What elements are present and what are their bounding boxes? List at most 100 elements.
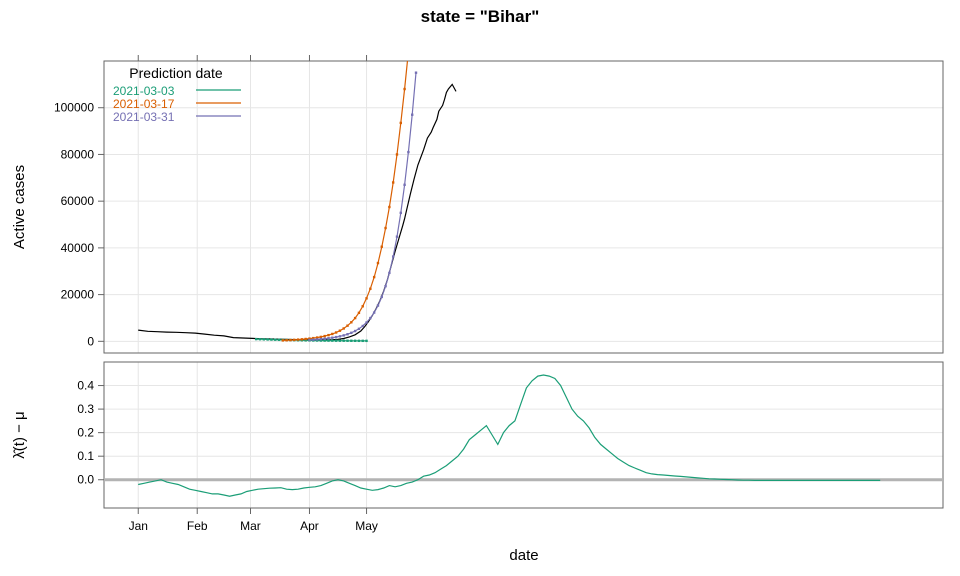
- y-tick-label-top-5: 100000: [54, 101, 94, 115]
- y-tick-label-bottom-3: 0.3: [77, 402, 94, 416]
- strip-title: state = "Bihar": [421, 7, 540, 26]
- series-point-2021-03-31-0: [308, 338, 311, 342]
- series-point-2021-03-03-23: [342, 339, 345, 342]
- y-tick-label-top-4: 80000: [61, 147, 95, 161]
- series-point-2021-03-03-2: [262, 338, 266, 341]
- y-tick-label-top-3: 60000: [61, 194, 95, 208]
- series-point-2021-03-31-24: [399, 211, 402, 215]
- series-point-2021-03-17-2: [289, 338, 292, 342]
- series-point-2021-03-03-22: [338, 339, 342, 342]
- series-point-2021-03-31-2: [315, 338, 319, 341]
- series-point-2021-03-17-10: [319, 335, 323, 339]
- series-point-2021-03-31-20: [384, 284, 387, 288]
- x-axis-title: date: [509, 547, 538, 564]
- series-point-2021-03-03-27: [357, 339, 361, 343]
- series-point-2021-03-31-27: [411, 113, 414, 116]
- series-point-2021-03-31-21: [388, 271, 391, 275]
- legend-label-2021-03-03: 2021-03-03: [113, 84, 175, 98]
- series-point-2021-03-17-6: [304, 337, 307, 341]
- series-point-2021-03-31-13: [357, 327, 361, 331]
- series-point-2021-03-17-8: [312, 336, 315, 340]
- y-tick-label-bottom-2: 0.2: [77, 426, 94, 440]
- series-point-2021-03-17-23: [369, 287, 372, 290]
- series-point-2021-03-31-7: [334, 335, 338, 339]
- series-point-2021-03-31-16: [369, 316, 372, 320]
- y-tick-label-bottom-0: 0.0: [77, 473, 94, 487]
- x-tick-label-2: Mar: [240, 519, 261, 533]
- series-point-2021-03-03-26: [353, 339, 357, 343]
- series-point-2021-03-17-22: [365, 297, 368, 300]
- series-point-2021-03-17-34: [411, 13, 413, 15]
- series-point-2021-03-03-1: [258, 338, 262, 341]
- series-point-2021-03-17-27: [384, 226, 387, 230]
- series-point-2021-03-31-26: [407, 150, 410, 154]
- series-point-2021-03-17-7: [308, 337, 311, 340]
- series-point-2021-03-17-24: [372, 275, 376, 279]
- series-point-2021-03-03-4: [270, 338, 273, 341]
- series-point-2021-03-17-21: [361, 305, 364, 308]
- series-point-2021-03-31-11: [350, 331, 353, 335]
- series-point-2021-03-03-19: [327, 339, 330, 342]
- series-point-2021-03-31-14: [361, 324, 364, 328]
- series-point-2021-03-17-18: [350, 321, 353, 324]
- series-point-2021-03-17-13: [331, 332, 334, 336]
- panel-frame-top: [103, 60, 944, 354]
- panel-top-cases: 0 20000 40000 60000 80000 100000 Active cases P…: [11, 13, 944, 354]
- series-point-2021-03-17-28: [388, 205, 391, 209]
- series-point-2021-03-03-17: [319, 339, 323, 342]
- series-point-2021-03-03-13: [304, 339, 307, 342]
- series-point-2021-03-17-26: [380, 245, 383, 248]
- series-point-2021-03-17-31: [399, 121, 402, 125]
- series-point-2021-03-17-17: [346, 324, 349, 327]
- legend-label-2021-03-31: 2021-03-31: [113, 110, 175, 124]
- series-point-2021-03-17-15: [338, 329, 342, 332]
- legend-label-2021-03-17: 2021-03-17: [113, 97, 175, 111]
- series-point-2021-03-31-22: [391, 255, 395, 258]
- series-point-2021-03-17-1: [285, 339, 288, 342]
- series-point-2021-03-17-12: [327, 333, 330, 337]
- series-point-2021-03-17-14: [334, 331, 338, 334]
- series-point-2021-03-31-8: [338, 335, 342, 338]
- y-tick-label-top-1: 20000: [61, 288, 95, 302]
- y-tick-label-top-0: 0: [87, 334, 94, 348]
- series-point-2021-03-03-18: [323, 339, 326, 342]
- y-axis-title-top: Active cases: [11, 165, 28, 249]
- series-line-2021-03-17: [282, 61, 409, 341]
- series-point-2021-03-17-20: [357, 311, 361, 315]
- series-point-2021-03-31-19: [380, 295, 383, 299]
- series-point-2021-03-17-5: [300, 338, 304, 341]
- series-point-2021-03-31-15: [365, 321, 368, 324]
- y-tick-label-bottom-1: 0.1: [77, 449, 94, 463]
- series-point-2021-03-31-25: [403, 183, 406, 187]
- series-point-2021-03-17-29: [391, 181, 395, 184]
- series-point-2021-03-03-5: [274, 338, 277, 341]
- series-point-2021-03-17-9: [315, 336, 319, 339]
- series-point-2021-03-03-20: [331, 339, 334, 342]
- x-tick-label-3: Apr: [300, 519, 319, 533]
- legend-title: Prediction date: [129, 65, 223, 81]
- series-point-2021-03-31-12: [353, 329, 357, 333]
- series-point-2021-03-31-4: [323, 337, 326, 340]
- series-point-2021-03-03-0: [254, 337, 258, 341]
- series-point-2021-03-03-21: [334, 339, 338, 342]
- series-point-2021-03-17-3: [293, 338, 296, 342]
- series-point-2021-03-17-25: [376, 261, 380, 265]
- series-point-2021-03-17-30: [395, 153, 399, 156]
- y-tick-label-top-2: 40000: [61, 241, 95, 255]
- series-point-2021-03-03-6: [277, 338, 281, 342]
- x-tick-label-4: May: [355, 519, 378, 533]
- series-point-2021-03-03-24: [346, 339, 349, 342]
- series-line-2021-03-31: [309, 72, 417, 341]
- series-point-2021-03-31-18: [376, 304, 380, 307]
- series-point-2021-03-17-19: [353, 316, 357, 320]
- series-point-2021-03-31-3: [319, 337, 323, 341]
- top-series-group: [138, 13, 457, 343]
- series-point-2021-03-31-9: [342, 334, 345, 337]
- series-line-observed: [138, 83, 457, 341]
- bottom-series-group: [104, 374, 943, 497]
- series-point-2021-03-17-0: [281, 339, 285, 342]
- series-point-2021-03-17-11: [323, 334, 326, 338]
- series-point-2021-03-03-3: [266, 338, 269, 341]
